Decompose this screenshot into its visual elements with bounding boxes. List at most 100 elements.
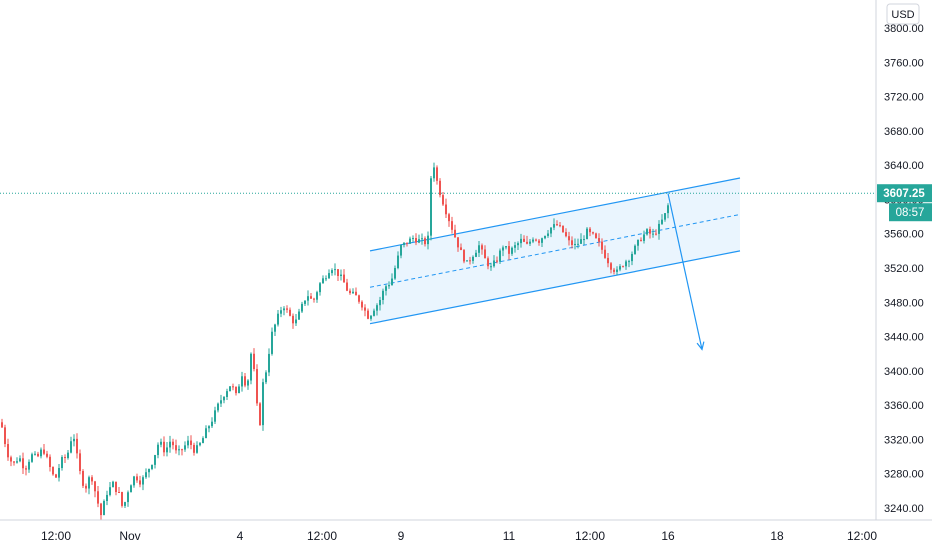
candle bbox=[490, 262, 492, 271]
candle bbox=[661, 214, 663, 226]
candle bbox=[295, 313, 297, 327]
candle bbox=[91, 475, 93, 485]
candle bbox=[535, 238, 537, 242]
parallel-channel[interactable] bbox=[369, 177, 741, 325]
drawing-overlay[interactable] bbox=[0, 192, 876, 351]
candle bbox=[7, 438, 9, 461]
candle bbox=[184, 441, 186, 452]
candle bbox=[22, 452, 24, 475]
candle bbox=[163, 436, 165, 457]
candle bbox=[391, 273, 393, 286]
candle bbox=[358, 294, 360, 304]
candle bbox=[517, 241, 519, 251]
candle bbox=[559, 221, 561, 228]
candle bbox=[625, 259, 627, 270]
candle bbox=[274, 323, 276, 336]
channel-lower-line[interactable] bbox=[369, 250, 741, 325]
candle bbox=[301, 301, 303, 313]
candle bbox=[556, 220, 558, 227]
candle bbox=[529, 238, 531, 247]
candle bbox=[145, 468, 147, 479]
candle bbox=[430, 176, 432, 241]
candle bbox=[289, 307, 291, 317]
forecast-arrow-head[interactable] bbox=[696, 341, 705, 351]
candle bbox=[622, 265, 624, 268]
candle bbox=[514, 241, 516, 253]
candle bbox=[538, 238, 540, 246]
candle bbox=[85, 483, 87, 493]
forecast-arrow-line[interactable] bbox=[667, 193, 703, 350]
candle bbox=[34, 451, 36, 456]
candle bbox=[511, 246, 513, 256]
x-axis[interactable]: 12:00 Nov 4 12:00 9 11 12:00 16 18 12:00 bbox=[41, 529, 877, 543]
candle bbox=[229, 386, 231, 392]
candle bbox=[607, 253, 609, 268]
candle bbox=[307, 290, 309, 306]
candle bbox=[328, 269, 330, 279]
candle bbox=[436, 165, 438, 185]
candle bbox=[4, 424, 6, 448]
candle bbox=[574, 238, 576, 250]
candle bbox=[349, 288, 351, 295]
candle bbox=[523, 235, 525, 243]
x-tick-label: 4 bbox=[237, 529, 244, 543]
candle bbox=[226, 388, 228, 401]
candle bbox=[253, 348, 255, 372]
candle bbox=[319, 281, 321, 296]
candle bbox=[73, 434, 75, 447]
candle bbox=[565, 228, 567, 238]
candle bbox=[223, 396, 225, 404]
candle bbox=[376, 303, 378, 316]
candle bbox=[103, 499, 105, 516]
candle bbox=[13, 461, 15, 466]
candle bbox=[421, 233, 423, 245]
y-tick-label: 3480.00 bbox=[884, 297, 924, 309]
candle bbox=[571, 236, 573, 249]
candle bbox=[394, 265, 396, 280]
candle bbox=[610, 262, 612, 274]
candle bbox=[619, 264, 621, 272]
candle bbox=[367, 308, 369, 320]
y-tick-label: 3440.00 bbox=[884, 332, 924, 344]
x-tick-label: 9 bbox=[398, 529, 405, 543]
candle bbox=[355, 287, 357, 296]
countdown-badge bbox=[889, 203, 932, 222]
candle bbox=[640, 237, 642, 242]
candle bbox=[550, 227, 552, 238]
candle bbox=[112, 480, 114, 488]
candle bbox=[241, 371, 243, 392]
y-axis[interactable]: 3800.003760.003720.003680.003640.003600.… bbox=[884, 23, 924, 515]
candle bbox=[364, 304, 366, 317]
countdown-label: 08:57 bbox=[896, 207, 925, 219]
candle bbox=[76, 433, 78, 459]
candle bbox=[160, 438, 162, 448]
candle bbox=[130, 484, 132, 493]
candle bbox=[484, 245, 486, 259]
candle bbox=[427, 231, 429, 250]
candle bbox=[304, 300, 306, 307]
y-tick-label: 3720.00 bbox=[884, 92, 924, 104]
candle bbox=[214, 406, 216, 425]
candle bbox=[577, 238, 579, 249]
candle bbox=[49, 454, 51, 472]
candle bbox=[16, 457, 18, 464]
channel-upper-line[interactable] bbox=[369, 177, 741, 252]
x-tick-label: 18 bbox=[770, 529, 784, 543]
candle bbox=[280, 306, 282, 318]
candle bbox=[493, 255, 495, 268]
price-badges: USD 3607.25 08:57 bbox=[877, 3, 932, 222]
candle bbox=[271, 327, 273, 356]
last-price-badge bbox=[877, 184, 932, 203]
candle bbox=[136, 473, 138, 483]
currency-label: USD bbox=[891, 9, 914, 21]
candle bbox=[547, 229, 549, 238]
candle bbox=[67, 449, 69, 460]
candle bbox=[208, 425, 210, 433]
candle bbox=[520, 233, 522, 248]
candle bbox=[262, 378, 264, 431]
candle bbox=[478, 241, 480, 257]
candle bbox=[526, 235, 528, 245]
y-tick-label: 3400.00 bbox=[884, 366, 924, 378]
